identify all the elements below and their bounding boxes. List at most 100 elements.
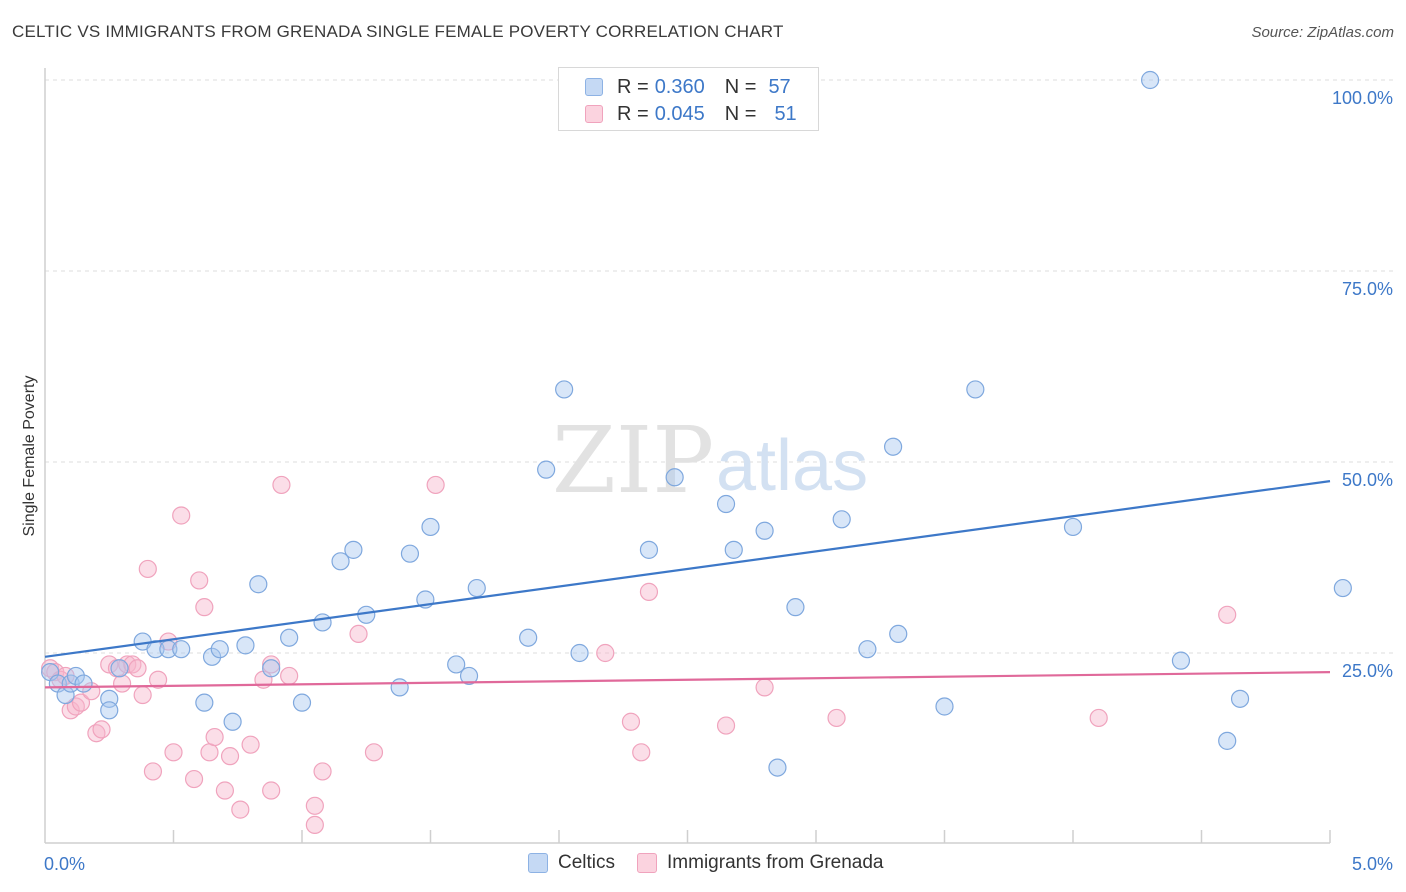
data-point bbox=[220, 747, 240, 766]
y-tick-label: 50.0% bbox=[1342, 470, 1393, 490]
data-point bbox=[74, 674, 93, 693]
chart-title: CELTIC VS IMMIGRANTS FROM GRENADA SINGLE… bbox=[12, 22, 784, 41]
data-point bbox=[716, 716, 736, 735]
data-point bbox=[1171, 651, 1191, 670]
data-point bbox=[292, 693, 312, 712]
data-point bbox=[755, 678, 774, 697]
trend-line-grenada bbox=[44, 671, 1331, 689]
data-point bbox=[570, 643, 589, 663]
data-point bbox=[1089, 708, 1108, 728]
x-tick-label-max: 5.0% bbox=[1352, 854, 1393, 874]
data-point bbox=[305, 815, 324, 835]
data-point bbox=[349, 624, 368, 644]
series-grenada-points bbox=[41, 475, 1237, 835]
legend-label-grenada: Immigrants from Grenada bbox=[667, 852, 884, 873]
data-point bbox=[1063, 517, 1083, 537]
data-point bbox=[858, 640, 877, 659]
data-point bbox=[71, 693, 91, 712]
data-point bbox=[421, 517, 440, 537]
data-point bbox=[400, 544, 420, 563]
data-point bbox=[313, 762, 332, 781]
data-point bbox=[66, 666, 85, 686]
legend-label-celtics: Celtics bbox=[558, 852, 616, 873]
data-point bbox=[1140, 70, 1160, 90]
data-point bbox=[832, 510, 851, 529]
data-point bbox=[1333, 578, 1352, 598]
data-point bbox=[148, 670, 168, 689]
data-point bbox=[184, 769, 204, 789]
trend-lines bbox=[44, 480, 1331, 689]
data-point bbox=[262, 659, 281, 678]
data-point bbox=[172, 640, 191, 659]
legend-swatch-grenada bbox=[585, 105, 603, 123]
data-point bbox=[195, 598, 214, 617]
data-point bbox=[537, 460, 556, 479]
data-point bbox=[280, 628, 299, 647]
data-point bbox=[210, 640, 229, 659]
data-point bbox=[241, 735, 260, 754]
data-point bbox=[331, 552, 350, 571]
legend-swatch-celtics bbox=[585, 78, 603, 96]
data-point bbox=[313, 613, 332, 632]
data-point bbox=[305, 796, 324, 815]
legend-swatch-grenada bbox=[637, 853, 658, 873]
data-point bbox=[223, 712, 242, 731]
data-point bbox=[249, 575, 268, 594]
data-point bbox=[596, 643, 615, 663]
legend-r-value: 0.045 bbox=[654, 102, 705, 125]
data-point bbox=[768, 758, 787, 777]
data-point bbox=[200, 743, 219, 762]
data-point bbox=[827, 708, 846, 728]
data-point bbox=[100, 701, 119, 720]
data-point bbox=[133, 685, 152, 705]
data-point bbox=[467, 578, 486, 598]
data-point bbox=[639, 540, 659, 559]
stats-legend: R = 0.360 N = 57 R = 0.045 N = 51 bbox=[558, 67, 819, 131]
data-point bbox=[262, 655, 281, 674]
chart-source: Source: ZipAtlas.com bbox=[1251, 24, 1394, 41]
watermark-atlas: atlas bbox=[716, 426, 868, 506]
data-point bbox=[426, 475, 445, 495]
data-point bbox=[262, 781, 281, 800]
data-point bbox=[883, 437, 903, 456]
legend-item-celtics: Celtics bbox=[528, 852, 615, 874]
data-point bbox=[1230, 689, 1250, 708]
series-celtics-points bbox=[41, 70, 1352, 777]
data-point bbox=[519, 628, 538, 647]
data-point bbox=[447, 655, 466, 674]
x-tick-label-min: 0.0% bbox=[44, 854, 85, 874]
data-point bbox=[716, 494, 736, 514]
data-point bbox=[202, 647, 222, 666]
data-point bbox=[143, 762, 163, 781]
legend-row-celtics: R = 0.360 N = 57 bbox=[585, 74, 791, 100]
gridlines bbox=[45, 79, 1393, 654]
legend-n-value: 51 bbox=[774, 102, 797, 125]
data-point bbox=[786, 598, 805, 617]
series-legend: Celtics Immigrants from Grenada bbox=[528, 852, 905, 874]
legend-n-label: N = bbox=[724, 75, 757, 98]
data-point bbox=[215, 781, 234, 800]
data-point bbox=[639, 582, 659, 601]
watermark: ZIP atlas bbox=[552, 407, 868, 514]
legend-r-label: R = bbox=[617, 75, 649, 98]
data-point bbox=[889, 624, 908, 644]
legend-r-value: 0.360 bbox=[654, 75, 705, 98]
legend-swatch-celtics bbox=[528, 853, 548, 873]
data-point bbox=[138, 559, 157, 579]
y-axis-title: Single Female Poverty bbox=[21, 376, 38, 537]
data-point bbox=[236, 636, 255, 655]
legend-item-grenada: Immigrants from Grenada bbox=[637, 852, 883, 874]
watermark-zip: ZIP bbox=[552, 407, 714, 514]
data-point bbox=[172, 506, 191, 525]
data-point bbox=[459, 666, 479, 686]
data-point bbox=[272, 475, 291, 495]
data-point bbox=[364, 743, 384, 762]
data-point bbox=[280, 666, 299, 686]
data-point bbox=[205, 727, 224, 747]
data-point bbox=[164, 743, 183, 762]
data-point bbox=[966, 380, 985, 399]
data-point bbox=[190, 571, 209, 590]
legend-row-grenada: R = 0.045 N = 51 bbox=[585, 101, 797, 127]
data-point bbox=[195, 693, 214, 712]
